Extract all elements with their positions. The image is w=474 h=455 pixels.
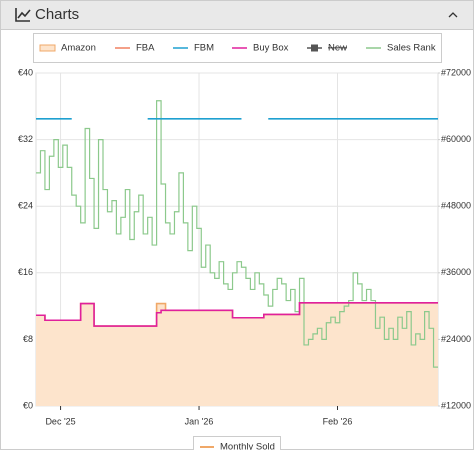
y2-tick-label: #60000 xyxy=(441,134,471,144)
y2-tick-label: #48000 xyxy=(441,201,471,211)
legend-item[interactable]: Amazon xyxy=(39,43,96,54)
legend-marker xyxy=(311,44,318,52)
y2-tick-label: #24000 xyxy=(441,334,471,344)
panel-title: Charts xyxy=(35,6,79,23)
y-tick-label: €32 xyxy=(18,134,33,144)
legend-label: FBA xyxy=(136,43,155,54)
y-tick-label: €8 xyxy=(23,334,33,344)
chart-icon xyxy=(15,8,31,22)
x-tick-label: Feb '26 xyxy=(323,416,353,426)
legend-item[interactable]: Sales Rank xyxy=(366,43,436,54)
legend-item[interactable]: FBM xyxy=(173,43,214,54)
legend-item[interactable]: Buy Box xyxy=(232,43,289,54)
legend-label: FBM xyxy=(194,43,214,54)
legend-label: New xyxy=(328,43,347,54)
secondary-legend-label[interactable]: Monthly Sold xyxy=(220,442,275,453)
y2-tick-label: #36000 xyxy=(441,267,471,277)
legend-swatch xyxy=(39,44,56,52)
legend-label: Amazon xyxy=(61,43,96,54)
series-area xyxy=(36,302,438,406)
y2-tick-label: #12000 xyxy=(441,400,471,410)
legend-label: Sales Rank xyxy=(387,43,436,54)
y-tick-label: €0 xyxy=(23,400,33,410)
series-line xyxy=(36,301,438,327)
panel-header[interactable] xyxy=(0,0,474,30)
y-tick-label: €40 xyxy=(18,67,33,77)
x-tick-label: Jan '26 xyxy=(185,416,214,426)
series-line xyxy=(36,100,438,368)
y2-tick-label: #72000 xyxy=(441,67,471,77)
x-tick-label: Dec '25 xyxy=(45,416,75,426)
legend-label: Buy Box xyxy=(253,43,289,54)
y-tick-label: €24 xyxy=(18,201,33,211)
collapse-toggle[interactable] xyxy=(448,12,458,18)
y-tick-label: €16 xyxy=(18,267,33,277)
legend-item[interactable]: FBA xyxy=(115,43,155,54)
legend-item[interactable]: New xyxy=(307,43,347,54)
